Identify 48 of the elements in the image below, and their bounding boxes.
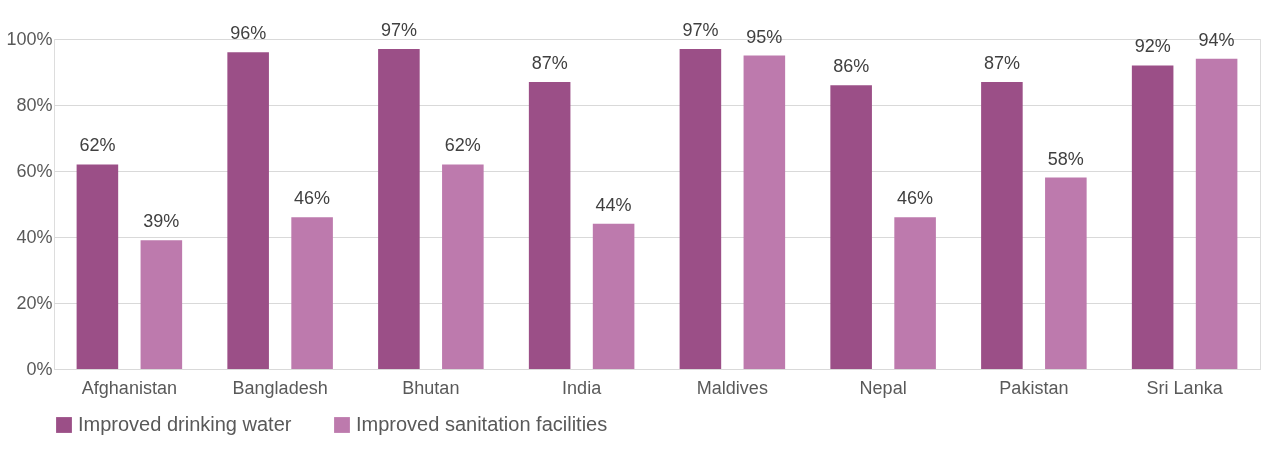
y-tick-label: 100% — [6, 28, 53, 49]
bar — [743, 55, 786, 369]
data-label: 62% — [79, 135, 116, 156]
bar — [1131, 65, 1174, 369]
y-tick-label: 40% — [16, 226, 53, 247]
data-label: 97% — [682, 19, 719, 40]
data-label: 95% — [746, 26, 783, 47]
bar — [1195, 58, 1238, 369]
bar — [679, 48, 722, 369]
x-tick-label: Bangladesh — [232, 377, 328, 398]
bar — [291, 217, 333, 369]
data-label: 39% — [143, 211, 180, 232]
data-label: 44% — [595, 194, 632, 215]
bar — [1045, 177, 1087, 369]
bar — [140, 240, 183, 369]
data-label: 46% — [897, 188, 934, 209]
data-label: 97% — [380, 19, 417, 40]
x-tick-label: Afghanistan — [81, 377, 177, 398]
legend-label: Improved drinking water — [78, 413, 292, 435]
bar — [592, 223, 635, 369]
bar — [830, 85, 872, 369]
data-label: 94% — [1198, 29, 1235, 50]
data-label: 86% — [833, 56, 870, 77]
bar — [378, 48, 420, 369]
x-tick-label: Bhutan — [402, 377, 460, 398]
y-tick-label: 20% — [16, 292, 53, 313]
data-label: 92% — [1134, 36, 1171, 57]
data-label: 96% — [230, 23, 267, 44]
bar — [227, 52, 269, 369]
x-tick-label: Pakistan — [999, 377, 1069, 398]
bar — [442, 164, 484, 369]
bar — [76, 164, 119, 369]
x-tick-label: Sri Lanka — [1146, 377, 1224, 398]
y-tick-label: 80% — [16, 94, 53, 115]
bar — [981, 81, 1023, 369]
data-label: 46% — [294, 188, 331, 209]
data-label: 87% — [531, 52, 568, 73]
x-tick-label: Nepal — [859, 377, 907, 398]
legend-label: Improved sanitation facilities — [356, 413, 608, 435]
data-label: 62% — [444, 135, 481, 156]
bar — [528, 81, 571, 369]
data-label: 87% — [983, 52, 1020, 73]
y-tick-label: 60% — [16, 160, 53, 181]
x-tick-label: India — [562, 377, 603, 398]
x-tick-label: Maldives — [696, 377, 768, 398]
y-tick-label: 0% — [26, 358, 53, 379]
bar — [894, 217, 936, 369]
data-label: 58% — [1047, 148, 1084, 169]
